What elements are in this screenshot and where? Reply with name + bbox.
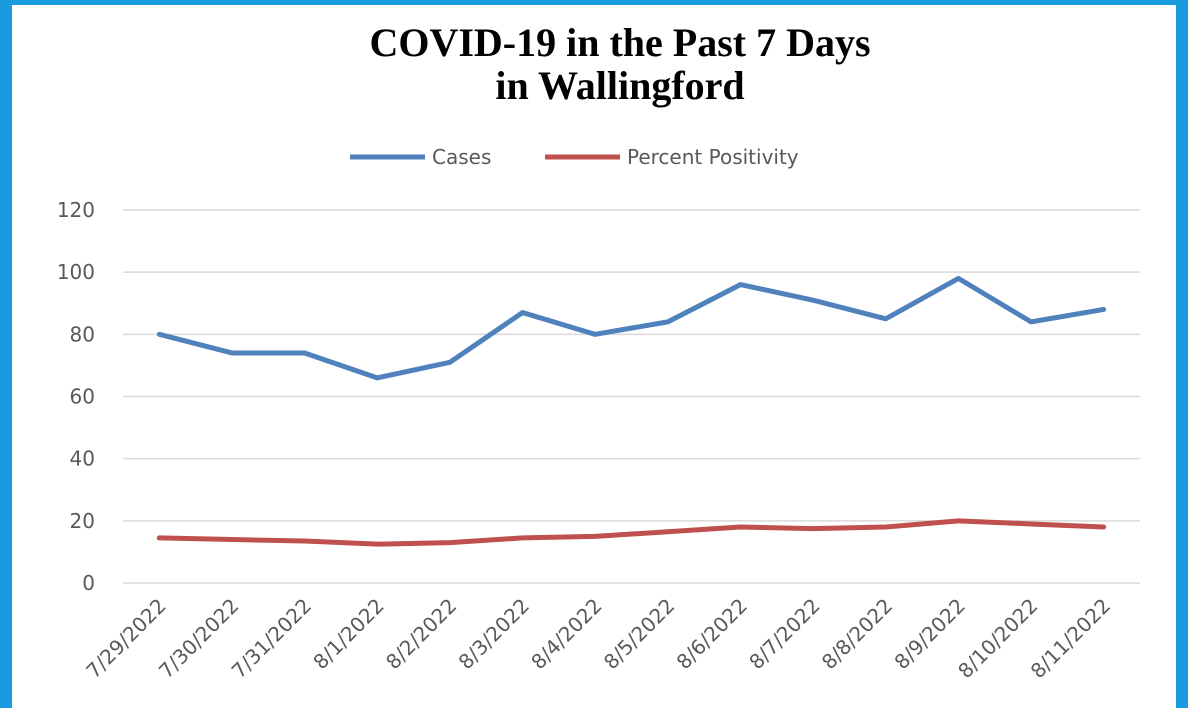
series-line [156,275,1107,381]
y-tick-label: 40 [70,447,95,471]
legend-label: Cases [432,145,491,169]
chart-area [12,5,1176,708]
series-line [156,518,1107,547]
y-tick-label: 60 [70,385,95,409]
chart-title: in Wallingford [495,63,744,108]
y-tick-label: 80 [70,322,95,346]
legend-label: Percent Positivity [627,145,799,169]
chart-title: COVID-19 in the Past 7 Days [369,20,870,65]
y-tick-label: 20 [70,509,95,533]
y-tick-label: 120 [57,198,95,222]
y-tick-label: 100 [57,260,95,284]
y-tick-label: 0 [82,571,95,595]
